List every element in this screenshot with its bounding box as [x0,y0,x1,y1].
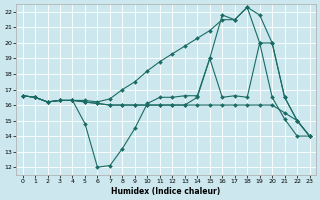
X-axis label: Humidex (Indice chaleur): Humidex (Indice chaleur) [111,187,221,196]
